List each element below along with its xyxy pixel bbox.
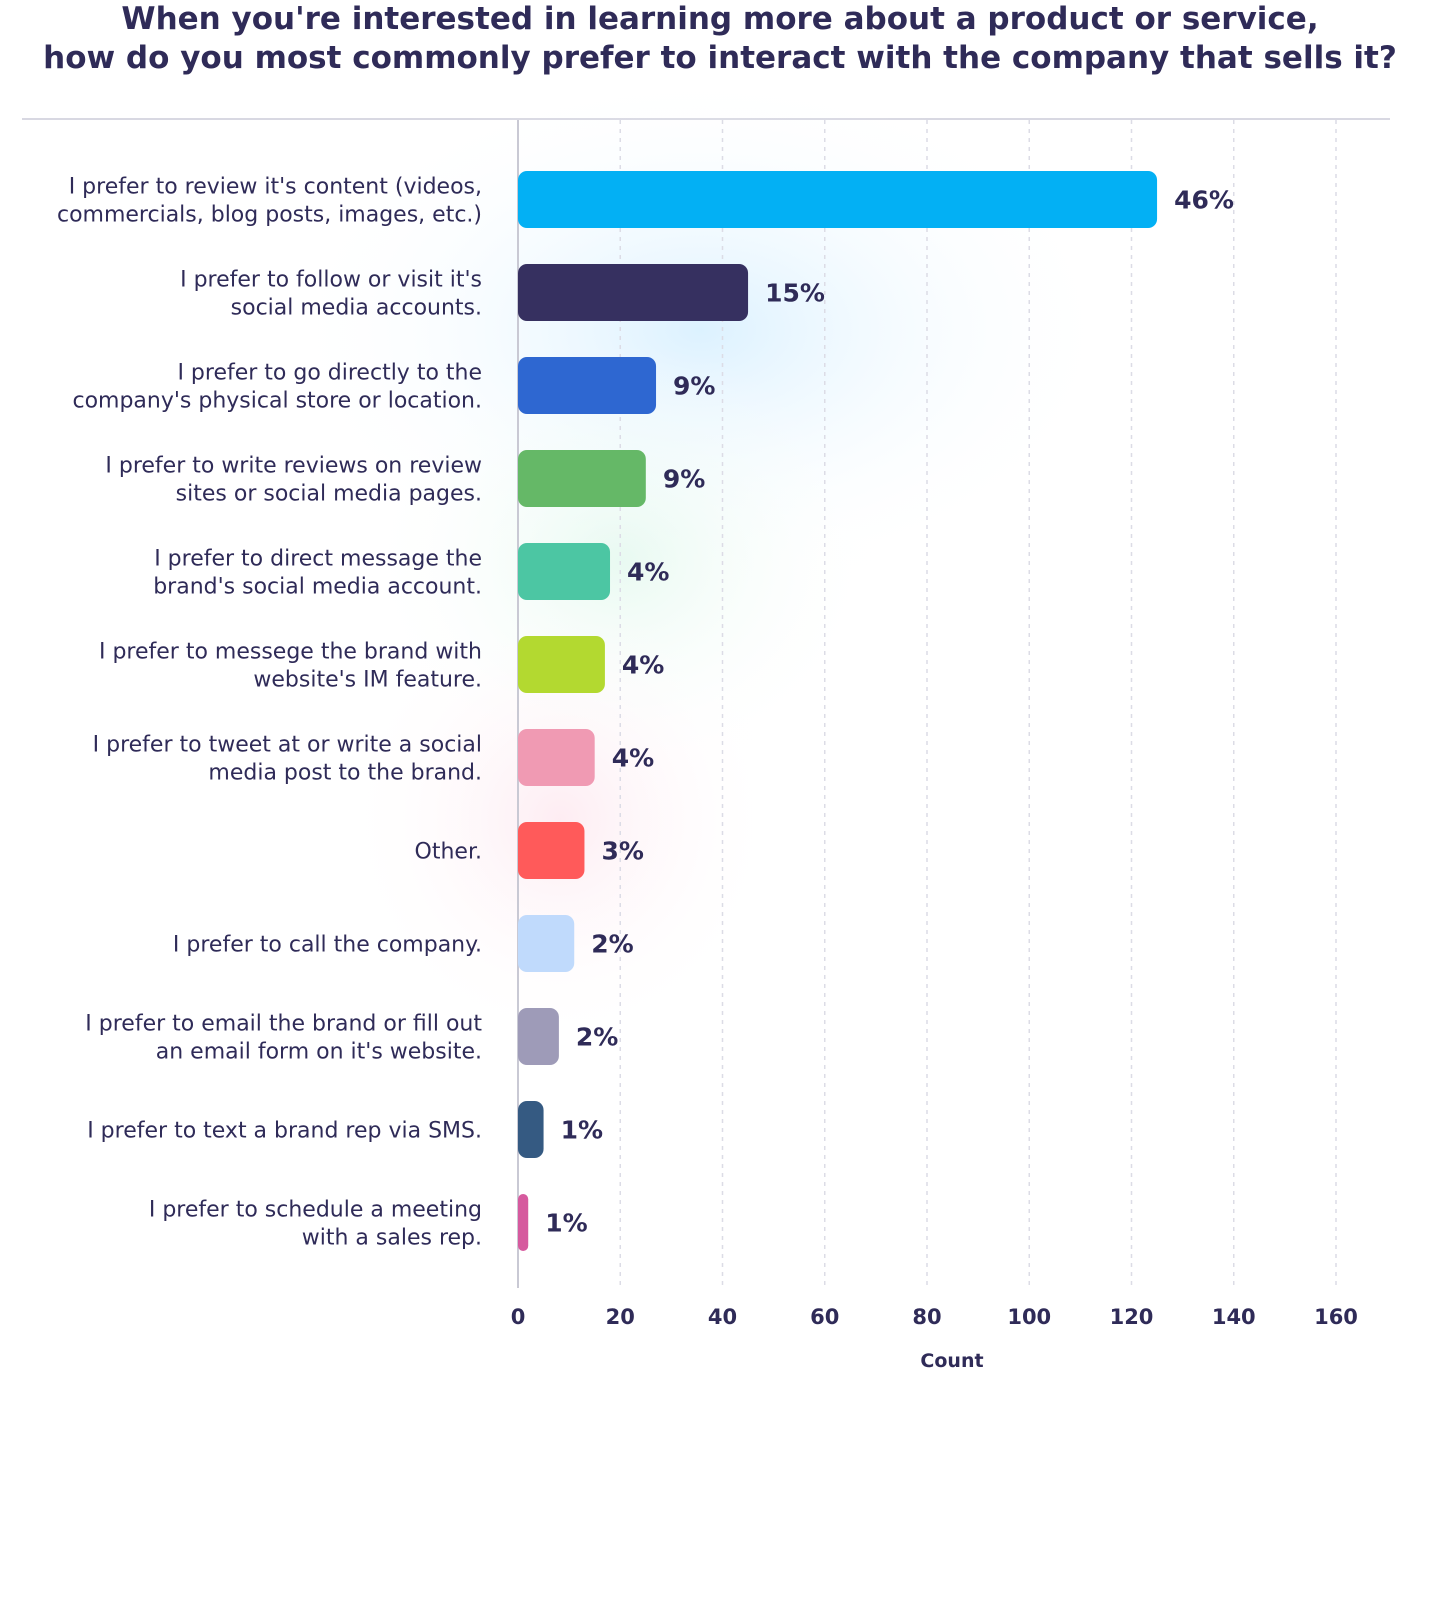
category-label: I prefer to email the brand or fill out a… [85, 1012, 482, 1065]
bar-value-label: 46% [1174, 186, 1234, 215]
bar [518, 1101, 544, 1158]
bar [518, 915, 575, 972]
bar [518, 1008, 559, 1065]
bar [518, 543, 611, 600]
bar-value-label: 1% [561, 1116, 603, 1145]
category-label: I prefer to messege the brand with websit… [99, 640, 482, 693]
category-label: Other. [415, 840, 482, 865]
x-tick-label: 100 [1007, 1305, 1051, 1329]
bar-value-label: 15% [765, 279, 825, 308]
x-tick-label: 40 [708, 1305, 737, 1329]
bar [518, 1194, 529, 1251]
x-tick-label: 120 [1110, 1305, 1154, 1329]
x-tick-label: 60 [810, 1305, 839, 1329]
category-label: I prefer to review it's content (videos,… [57, 175, 482, 228]
background-glow-pink [340, 590, 780, 1050]
category-labels: 46% I prefer to review it's content (vide… [57, 175, 1234, 1251]
bar [518, 171, 1158, 228]
bar-value-label: 3% [601, 837, 643, 866]
bar-value-label: 4% [612, 744, 654, 773]
x-axis-title: Count [920, 1350, 983, 1372]
x-tick-label: 80 [912, 1305, 941, 1329]
category-label: I prefer to tweet at or write a social me… [93, 733, 482, 786]
category-label: I prefer to write reviews on review sites… [105, 454, 482, 507]
chart-title-line-2: how do you most commonly prefer to inter… [43, 40, 1397, 76]
x-tick-label: 20 [606, 1305, 635, 1329]
bar [518, 357, 657, 414]
bar-value-label: 9% [663, 465, 705, 494]
bar [518, 822, 585, 879]
bar [518, 450, 646, 507]
category-label: I prefer to follow or visit it's social m… [180, 268, 482, 321]
bar-value-label: 4% [622, 651, 664, 680]
bar-value-label: 9% [673, 372, 715, 401]
category-label: I prefer to schedule a meeting with a sal… [149, 1198, 482, 1251]
bar-value-label: 2% [576, 1023, 618, 1052]
bar-value-label: 1% [545, 1209, 587, 1238]
bar-value-label: 4% [627, 558, 669, 587]
x-axis-ticks: 0 20 40 60 80 100 120 140 160 [511, 1305, 1358, 1329]
x-tick-label: 0 [511, 1305, 526, 1329]
x-tick-label: 140 [1212, 1305, 1256, 1329]
bar [518, 729, 595, 786]
bar-value-label: 2% [591, 930, 633, 959]
category-label: I prefer to text a brand rep via SMS. [87, 1119, 482, 1144]
category-label: I prefer to direct message the brand's so… [153, 547, 482, 600]
bars [518, 171, 1158, 1251]
gridlines [517, 120, 1337, 1288]
chart-title: When you're interested in learning more … [0, 0, 1440, 78]
category-label: I prefer to call the company. [173, 933, 482, 958]
x-tick-label: 160 [1314, 1305, 1358, 1329]
bar [518, 264, 749, 321]
category-label: I prefer to go directly to the company's … [72, 361, 482, 414]
chart-title-line-1: When you're interested in learning more … [121, 1, 1319, 37]
bar [518, 636, 605, 693]
